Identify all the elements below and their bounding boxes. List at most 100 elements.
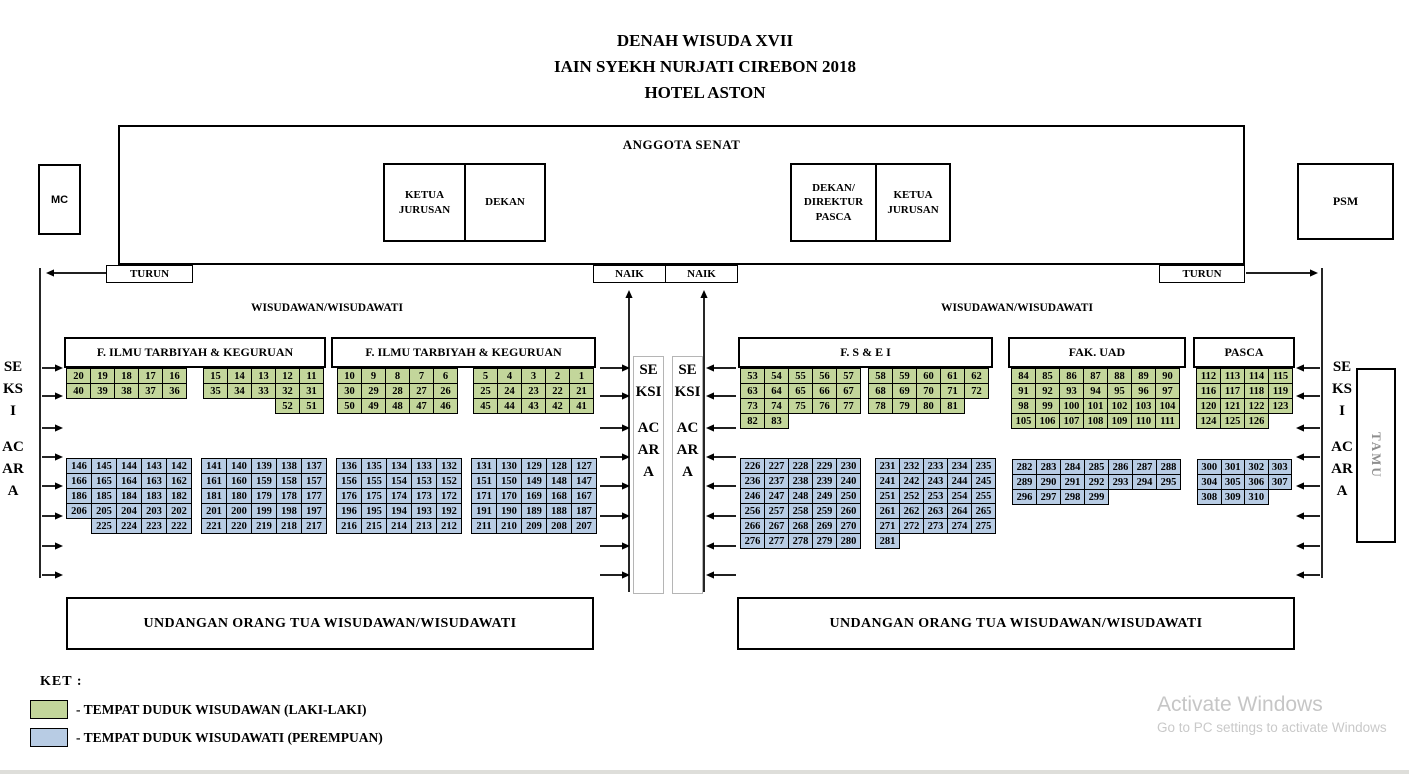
seat-265: 265	[971, 503, 996, 519]
seat-43: 43	[521, 398, 546, 414]
seat-86: 86	[1059, 368, 1084, 384]
seat-32: 32	[275, 383, 300, 399]
seat-77: 77	[836, 398, 861, 414]
seat-91: 91	[1011, 383, 1036, 399]
seat-247: 247	[764, 488, 789, 504]
seat-236: 236	[740, 473, 765, 489]
mc-box: MC	[38, 164, 81, 235]
seat-68: 68	[868, 383, 893, 399]
seat-128: 128	[546, 458, 572, 474]
seat-286: 286	[1108, 459, 1133, 475]
seat-203: 203	[141, 503, 167, 519]
seat-6: 6	[433, 368, 458, 384]
seat-196: 196	[336, 503, 362, 519]
title-line1: DENAH WISUDA XVII	[616, 31, 794, 50]
seat-134: 134	[386, 458, 412, 474]
seat-group-tarbiyah-c: 10 9 8 7 6 30 29 28 27 26 50 49 48 47 46	[337, 368, 458, 414]
seat-146: 146	[66, 458, 92, 474]
seat-161: 161	[201, 473, 227, 489]
seat-272: 272	[899, 518, 924, 534]
seat-1: 1	[569, 368, 594, 384]
seat-250: 250	[836, 488, 861, 504]
seat-group-fakuad: 84 85 86 87 88 89 90 91 92 93 94 95 96 97 98 99 100 101 10…	[1011, 368, 1180, 429]
seat-156: 156	[336, 473, 362, 489]
seat-75: 75	[788, 398, 813, 414]
seat-14: 14	[227, 368, 252, 384]
naik-right-label: NAIK	[665, 265, 738, 283]
seat-group-blue-right-1: 226 227 228 229 230 236 237 238 239 240 246 247 248 2…	[740, 458, 861, 549]
seat-258: 258	[788, 503, 813, 519]
seat-133: 133	[411, 458, 437, 474]
seat-117: 117	[1220, 383, 1245, 399]
seat-163: 163	[141, 473, 167, 489]
seat-219: 219	[251, 518, 277, 534]
seat-171: 171	[471, 488, 497, 504]
seat-100: 100	[1059, 398, 1084, 414]
seat-189: 189	[521, 503, 547, 519]
seat-204: 204	[116, 503, 142, 519]
stage-table-right: DEKAN/ DIREKTUR PASCA KETUA JURUSAN	[790, 163, 951, 242]
seat-158: 158	[276, 473, 302, 489]
seat-167: 167	[571, 488, 597, 504]
seat-262: 262	[899, 503, 924, 519]
seat-211: 211	[471, 518, 497, 534]
seat-96: 96	[1131, 383, 1156, 399]
seat-199: 199	[251, 503, 277, 519]
dekan-direktur-pasca-cell: DEKAN/ DIREKTUR PASCA	[792, 165, 877, 240]
legend-item-male: - TEMPAT DUDUK WISUDAWAN (LAKI-LAKI)	[30, 700, 367, 719]
header-tarbiyah-2: F. ILMU TARBIYAH & KEGURUAN	[331, 337, 596, 368]
seat-157: 157	[301, 473, 327, 489]
header-fsei: F. S & E I	[738, 337, 993, 368]
seat-47: 47	[409, 398, 434, 414]
seat-104: 104	[1155, 398, 1180, 414]
header-fakuad: FAK. UAD	[1008, 337, 1186, 368]
seat-130: 130	[496, 458, 522, 474]
seksi-text: SEKSI	[2, 359, 23, 419]
seat-37: 37	[138, 383, 163, 399]
seat-169: 169	[521, 488, 547, 504]
seat-253: 253	[923, 488, 948, 504]
seat-98: 98	[1011, 398, 1036, 414]
seat-62: 62	[964, 368, 989, 384]
seat-45: 45	[473, 398, 498, 414]
seat-296: 296	[1012, 489, 1037, 505]
seat-103: 103	[1131, 398, 1156, 414]
seat-154: 154	[386, 473, 412, 489]
seat-257: 257	[764, 503, 789, 519]
seat-group-tarbiyah-b: 15 14 13 12 11 35 34 33 32 31 52 51	[203, 368, 324, 414]
seat-group-fsei-b: 58 59 60 61 62 68 69 70 71 72 78 79 80 81	[868, 368, 989, 414]
seat-107: 107	[1059, 413, 1084, 429]
seat-125: 125	[1220, 413, 1245, 429]
seat-26: 26	[433, 383, 458, 399]
seat-73: 73	[740, 398, 765, 414]
seat-29: 29	[361, 383, 386, 399]
header-pasca: PASCA	[1193, 337, 1295, 368]
seat-248: 248	[788, 488, 813, 504]
seat-106: 106	[1035, 413, 1060, 429]
ketua-jurusan-cell-2: KETUA JURUSAN	[887, 189, 939, 216]
seat-61: 61	[940, 368, 965, 384]
seat-268: 268	[788, 518, 813, 534]
seat-304: 304	[1197, 474, 1222, 490]
anggota-senat-label: ANGGOTA SENAT	[622, 137, 741, 152]
seat-186: 186	[66, 488, 92, 504]
seat-127: 127	[571, 458, 597, 474]
seat-79: 79	[892, 398, 917, 414]
bottom-edge-strip	[0, 770, 1409, 774]
seat-166: 166	[66, 473, 92, 489]
seat-24: 24	[497, 383, 522, 399]
seat-288: 288	[1156, 459, 1181, 475]
seat-254: 254	[947, 488, 972, 504]
seat-153: 153	[411, 473, 437, 489]
seat-270: 270	[836, 518, 861, 534]
seat-249: 249	[812, 488, 837, 504]
seat-274: 274	[947, 518, 972, 534]
seat-216: 216	[336, 518, 362, 534]
seat-206: 206	[66, 503, 92, 519]
wisudawan-label-right: WISUDAWAN/WISUDAWATI	[941, 302, 1093, 314]
seat-118: 118	[1244, 383, 1269, 399]
stage-table-left: KETUA JURUSAN DEKAN	[383, 163, 546, 242]
naik-left-label: NAIK	[593, 265, 666, 283]
seat-310: 310	[1244, 489, 1269, 505]
legend-title: KET :	[40, 674, 83, 689]
